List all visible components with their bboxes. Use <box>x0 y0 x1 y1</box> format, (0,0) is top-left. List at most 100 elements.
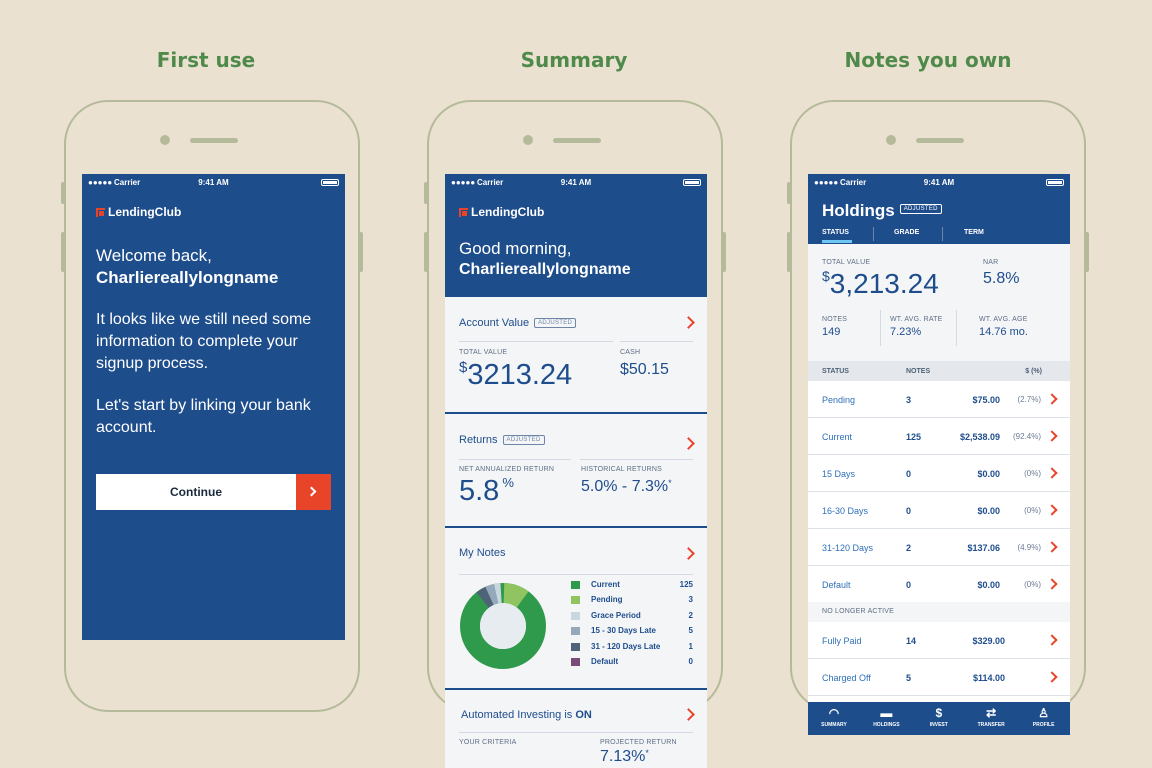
total-value: $3,213.24 <box>822 268 939 299</box>
nar-value: 5.8% <box>983 270 1020 287</box>
chevron-right-icon <box>306 486 317 497</box>
percent-cell: (0%) <box>1024 580 1041 589</box>
status-bar: ●●●●● Carrier 9:41 AM <box>82 174 345 190</box>
tab-summary[interactable]: ◠ SUMMARY <box>808 706 860 728</box>
legend-count: 1 <box>688 641 693 651</box>
logo-mark-icon <box>459 207 468 217</box>
chevron-right-icon[interactable] <box>1046 541 1058 553</box>
legend-count: 5 <box>688 626 693 636</box>
notes-cell: 14 <box>906 636 917 646</box>
status-bar: ●●●●● Carrier 9:41 AM <box>445 174 707 190</box>
speaker <box>190 138 238 143</box>
camera <box>523 135 533 145</box>
table-row[interactable]: 31-120 Days 2 $137.06 (4.9%) <box>808 529 1070 566</box>
automated-investing-card[interactable]: Automated Investing is ON YOUR CRITERIA … <box>445 690 707 768</box>
legend-swatch <box>571 658 580 666</box>
tab-divider <box>873 227 874 241</box>
screen-holdings: ●●●●● Carrier 9:41 AM Holdings ADJUSTED S… <box>808 174 1070 735</box>
chevron-right-icon[interactable] <box>682 316 695 329</box>
wt-avg-rate-label: WT. AVG. RATE <box>890 316 943 323</box>
tab-transfer[interactable]: ⇄ TRANSFER <box>965 706 1017 728</box>
continue-button[interactable]: Continue <box>96 474 331 510</box>
logo-mark-icon <box>96 207 105 217</box>
lendingclub-logo: LendingClub <box>459 205 544 219</box>
section-divider <box>445 688 707 690</box>
table-row[interactable]: Charged Off 5 $114.00 <box>808 659 1070 696</box>
legend-count: 3 <box>688 595 693 605</box>
tab-active-indicator <box>822 240 852 243</box>
title-summary: Summary <box>520 48 628 72</box>
chevron-right-icon[interactable] <box>1046 634 1058 646</box>
link-bank-message: Let's start by linking your bank account… <box>96 397 311 436</box>
notes-donut-chart <box>460 583 546 669</box>
amount-cell: $0.00 <box>977 506 1000 516</box>
nar-label: NET ANNUALIZED RETURN <box>459 466 555 473</box>
my-notes-card[interactable]: My Notes Current 125 Pending 3 Grace Period 2… <box>445 528 707 688</box>
table-row[interactable]: Pending 3 $75.00 (2.7%) <box>808 381 1070 418</box>
status-cell: 31-120 Days <box>822 543 874 553</box>
account-value-card[interactable]: Account Value ADJUSTED TOTAL VALUE $3213.… <box>445 297 707 412</box>
volume-button <box>424 232 428 272</box>
returns-card[interactable]: Returns ADJUSTED NET ANNUALIZED RETURN 5.… <box>445 414 707 526</box>
table-row[interactable]: Current 125 $2,538.09 (92.4%) <box>808 418 1070 455</box>
tab-invest[interactable]: $ INVEST <box>913 706 965 728</box>
historical-returns-value: 5.0% - 7.3%* <box>581 478 672 495</box>
chevron-right-icon[interactable] <box>1046 393 1058 405</box>
notes-cell: 0 <box>906 580 912 590</box>
percent-cell: (92.4%) <box>1012 432 1041 441</box>
nar-value: 5.8% <box>459 475 514 507</box>
volume-button <box>61 232 65 272</box>
divider <box>620 341 693 342</box>
percent-cell: (2.7%) <box>1017 395 1041 404</box>
signal-icon: ●●●●● <box>451 178 476 187</box>
battery-icon <box>321 179 339 186</box>
table-row[interactable]: 16-30 Days 0 $0.00 (0%) <box>808 492 1070 529</box>
table-row[interactable]: Fully Paid 14 $329.00 <box>808 622 1070 659</box>
chevron-right-icon[interactable] <box>1046 430 1058 442</box>
clock: 9:41 AM <box>923 178 955 187</box>
tab-grade[interactable]: GRADE <box>894 229 920 236</box>
chevron-right-icon[interactable] <box>682 437 695 450</box>
tab-profile[interactable]: ♙ PROFILE <box>1018 706 1070 728</box>
tab-holdings[interactable]: ▬ HOLDINGS <box>860 706 912 728</box>
carrier-label: Carrier <box>477 178 504 187</box>
continue-arrow-button[interactable] <box>296 474 331 510</box>
tab-label: TRANSFER <box>977 722 1005 728</box>
legend-label: 31 - 120 Days Late <box>591 641 661 651</box>
tab-status[interactable]: STATUS <box>822 229 849 236</box>
tab-label: SUMMARY <box>821 722 847 728</box>
total-value: $3213.24 <box>459 359 573 391</box>
chevron-right-icon[interactable] <box>1046 467 1058 479</box>
clock: 9:41 AM <box>560 178 592 187</box>
table-row[interactable]: Default 0 $0.00 (0%) <box>808 566 1070 603</box>
cash-value: $50.15 <box>620 361 669 378</box>
no-longer-active-label: NO LONGER ACTIVE <box>822 608 895 615</box>
total-value-label: TOTAL VALUE <box>459 349 508 356</box>
account-value-title: Account Value ADJUSTED <box>459 317 577 329</box>
folder-icon: ▬ <box>880 706 893 720</box>
column-header-amount: $ (%) <box>1025 368 1042 375</box>
table-row[interactable]: 15 Days 0 $0.00 (0%) <box>808 455 1070 492</box>
tab-term[interactable]: TERM <box>964 229 984 236</box>
notes-cell: 2 <box>906 543 912 553</box>
holdings-summary: TOTAL VALUE $3,213.24 NAR 5.8% NOTES 149… <box>808 244 1070 361</box>
table-header: STATUS NOTES $ (%) <box>808 361 1070 381</box>
screen-summary: ●●●●● Carrier 9:41 AM LendingClub Good m… <box>445 174 707 768</box>
legend-item: Pending 3 <box>571 595 693 607</box>
legend-swatch <box>571 596 580 605</box>
no-longer-active-header: NO LONGER ACTIVE <box>808 602 1070 622</box>
donut-segment-current <box>460 583 546 669</box>
signal-icon: ●●●●● <box>814 178 839 187</box>
projected-return-value: 7.13%* <box>600 748 649 765</box>
clock: 9:41 AM <box>198 178 229 187</box>
chevron-right-icon[interactable] <box>1046 578 1058 590</box>
column-header-notes: NOTES <box>906 368 931 375</box>
chevron-right-icon[interactable] <box>1046 504 1058 516</box>
chevron-right-icon[interactable] <box>682 708 695 721</box>
chevron-right-icon[interactable] <box>1046 671 1058 683</box>
legend-item: 15 - 30 Days Late 5 <box>571 626 693 638</box>
chevron-right-icon[interactable] <box>682 547 695 560</box>
speaker <box>553 138 601 143</box>
gauge-icon: ◠ <box>828 706 840 720</box>
status-cell: 15 Days <box>822 469 856 479</box>
